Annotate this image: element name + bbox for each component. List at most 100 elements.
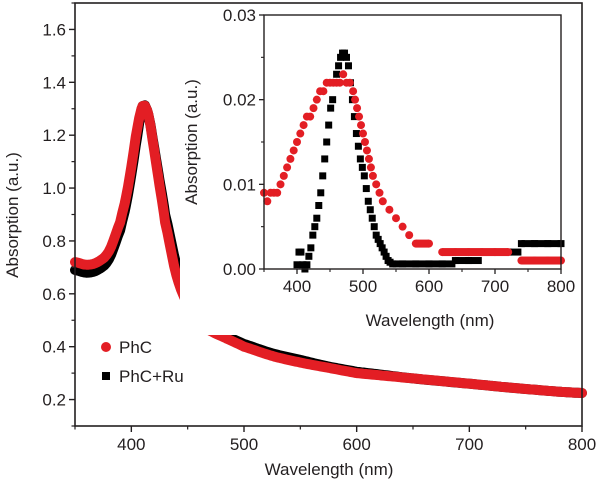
inset-data-point <box>354 142 362 150</box>
inset-point-segment <box>521 256 535 265</box>
inset-series-group <box>260 49 565 273</box>
inset-data-point <box>385 205 394 214</box>
inset-data-point <box>378 244 386 252</box>
legend-marker-phc <box>101 342 111 352</box>
inset-point-segment <box>547 240 561 248</box>
inset-data-point <box>312 95 321 104</box>
inset-y-tick-label: 0.02 <box>223 91 256 110</box>
inset-point-segment <box>455 248 469 257</box>
inset-x-tick-label: 400 <box>283 277 311 296</box>
inset-x-tick-label: 500 <box>349 277 377 296</box>
inset-data-point <box>293 138 301 146</box>
main-y-axis-label: Absorption (a.u.) <box>3 152 22 278</box>
legend-label-phc-ru: PhC+Ru <box>119 367 184 386</box>
inset-data-point <box>286 154 295 163</box>
inset-data-point <box>323 138 331 146</box>
inset-data-point <box>306 112 315 121</box>
inset-data-point <box>317 189 325 197</box>
inset-x-ticks: 400 500 600 700 800 <box>263 269 575 296</box>
inset-x-tick-label: 600 <box>415 277 443 296</box>
inset-data-point <box>359 129 367 138</box>
inset-data-point <box>380 248 388 256</box>
main-x-tick-label: 600 <box>342 435 370 454</box>
inset-data-point <box>313 214 321 222</box>
inset-y-tick-label: 0.01 <box>223 175 256 194</box>
inset-data-point <box>378 197 387 206</box>
inset-point-segment <box>392 260 403 268</box>
inset-data-point <box>289 146 298 155</box>
inset-data-point <box>360 138 369 146</box>
inset-data-point <box>343 53 350 61</box>
inset-point-segment <box>534 256 548 265</box>
main-y-tick-label: 0.8 <box>42 232 66 251</box>
inset-x-axis-label: Wavelength (nm) <box>366 311 495 330</box>
inset-data-point <box>358 163 366 171</box>
main-plot: 400 500 600 700 800 0.2 0.4 0.6 0.8 1.0 1.2 1.4 1.6… <box>3 2 596 479</box>
inset-point-segment <box>481 248 495 257</box>
inset-data-point <box>357 121 366 130</box>
main-y-tick-label: 1.4 <box>42 73 66 92</box>
inset-data-point <box>372 231 380 239</box>
inset-data-point <box>352 130 360 138</box>
inset-data-point <box>283 163 292 172</box>
inset-data-point <box>374 235 382 243</box>
inset-data-point <box>299 261 307 269</box>
main-y-tick-label: 0.4 <box>42 338 66 357</box>
inset-data-point <box>297 248 305 256</box>
inset-data-point <box>276 180 285 189</box>
inset-data-point <box>337 53 345 61</box>
inset-data-point <box>360 172 368 180</box>
inset-background <box>180 5 580 335</box>
main-x-ticks: 400 500 600 700 800 <box>74 426 596 454</box>
inset-data-point <box>296 129 305 138</box>
inset-point-segment <box>547 256 561 265</box>
inset-data-point <box>375 188 384 197</box>
main-y-tick-label: 1.2 <box>42 126 66 145</box>
inset-y-axis-label: Absorption (a.u.) <box>182 79 201 205</box>
inset-data-point <box>364 154 373 163</box>
inset-point-segment <box>429 260 443 268</box>
inset-data-point <box>333 70 341 78</box>
inset-point-segment <box>534 240 548 248</box>
inset-data-point <box>366 163 375 172</box>
inset-data-point <box>382 252 390 260</box>
inset-series-phc <box>260 70 565 265</box>
inset-data-point <box>362 185 370 193</box>
inset-point-segment <box>495 248 509 257</box>
inset-y-tick-label: 0.00 <box>223 260 256 279</box>
inset-data-point <box>372 180 381 189</box>
inset-data-point <box>362 146 371 155</box>
inset-data-point <box>364 197 372 205</box>
inset-data-point <box>321 155 329 163</box>
inset-point-segment <box>415 239 429 248</box>
inset-data-point <box>329 96 337 104</box>
inset-data-point <box>504 248 513 257</box>
legend: PhC PhC+Ru <box>101 338 184 386</box>
inset-data-point <box>425 239 433 248</box>
inset-point-segment <box>521 240 535 248</box>
inset-y-tick-label: 0.03 <box>223 6 256 25</box>
inset-data-point <box>351 95 360 104</box>
inset-data-point <box>319 87 328 96</box>
main-y-tick-label: 0.2 <box>42 391 66 410</box>
inset-data-point <box>279 171 288 180</box>
inset-point-segment <box>508 248 522 256</box>
main-y-tick-label: 1.6 <box>42 20 66 39</box>
main-x-axis-label: Wavelength (nm) <box>265 460 394 479</box>
inset-data-point <box>339 70 348 79</box>
inset-data-point <box>368 214 376 222</box>
inset-y-ticks: 0.00 0.01 0.02 0.03 <box>223 6 264 279</box>
inset-data-point <box>370 223 378 231</box>
inset-data-point <box>355 112 364 121</box>
main-x-tick-label: 400 <box>117 435 145 454</box>
main-y-ticks: 0.2 0.4 0.6 0.8 1.0 1.2 1.4 1.6 <box>42 2 75 427</box>
inset-data-point <box>273 188 282 197</box>
inset-data-point <box>398 222 407 231</box>
inset-data-point <box>356 155 364 163</box>
inset-data-point <box>293 261 301 269</box>
legend-label-phc: PhC <box>119 338 152 357</box>
inset-data-point <box>349 87 358 96</box>
inset-data-point <box>344 62 352 70</box>
main-y-tick-label: 0.6 <box>42 285 66 304</box>
